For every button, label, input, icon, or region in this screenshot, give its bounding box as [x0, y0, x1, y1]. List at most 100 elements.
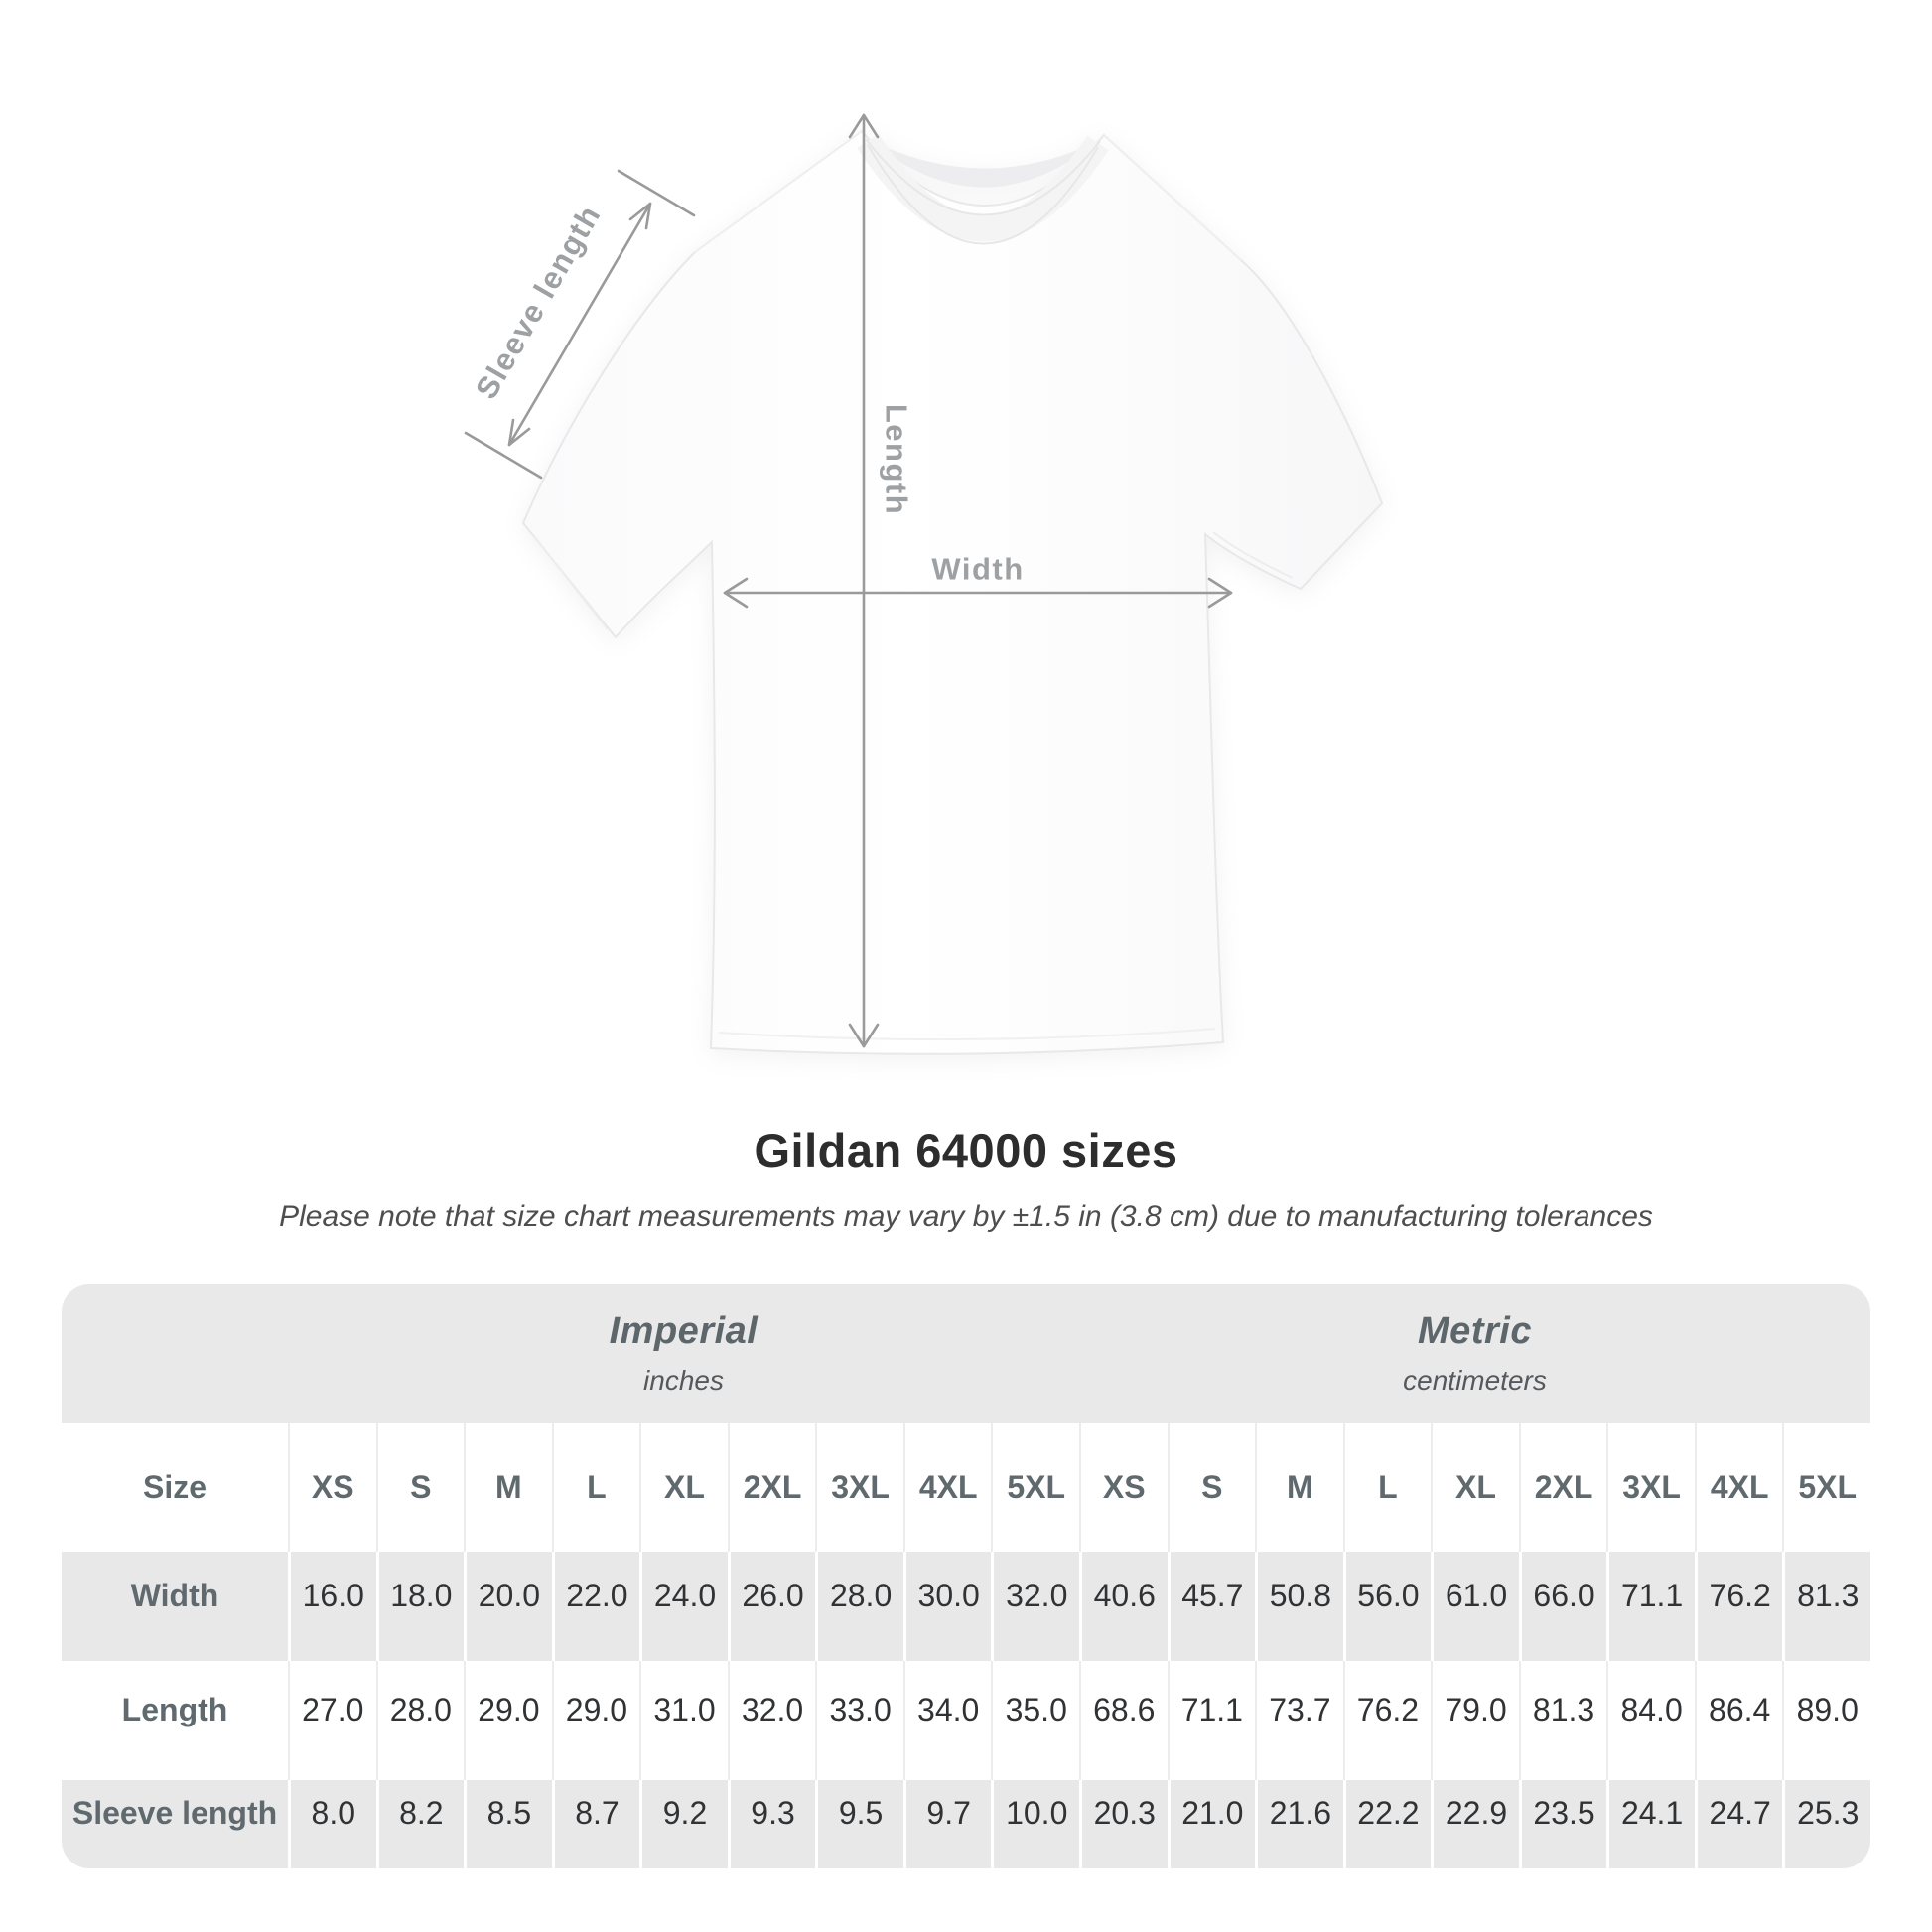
- table-corner-spacer: [62, 1284, 288, 1423]
- value-cell: 32.0: [991, 1552, 1079, 1661]
- value-cell: 9.7: [902, 1780, 992, 1868]
- value-cell: 20.0: [464, 1552, 552, 1661]
- size-header: XS: [1079, 1423, 1168, 1552]
- value-cell: 21.0: [1167, 1780, 1256, 1868]
- value-cell: 8.7: [551, 1780, 640, 1868]
- value-cell: 22.2: [1342, 1780, 1432, 1868]
- tshirt-measurement-diagram: Sleeve length Length Width: [464, 113, 1384, 1055]
- value-cell: 10.0: [991, 1780, 1079, 1868]
- size-header: 4XL: [902, 1423, 992, 1552]
- value-cell: 24.1: [1606, 1780, 1695, 1868]
- value-cell: 24.0: [639, 1552, 728, 1661]
- value-cell: 73.7: [1255, 1661, 1343, 1780]
- tshirt-shoulder-seam-left: [694, 130, 863, 253]
- size-header: L: [1342, 1423, 1432, 1552]
- value-cell: 56.0: [1342, 1552, 1432, 1661]
- value-cell: 24.7: [1694, 1780, 1783, 1868]
- value-cell: 9.5: [815, 1780, 903, 1868]
- value-cell: 25.3: [1782, 1780, 1870, 1868]
- value-cell: 45.7: [1167, 1552, 1256, 1661]
- sleeve-length-arrow: [464, 169, 696, 480]
- value-cell: 71.1: [1606, 1552, 1695, 1661]
- value-cell: 31.0: [639, 1661, 728, 1780]
- value-cell: 61.0: [1431, 1552, 1519, 1661]
- value-cell: 84.0: [1606, 1661, 1695, 1780]
- length-dimension-label: Length: [880, 404, 914, 515]
- size-header: 2XL: [727, 1423, 816, 1552]
- value-cell: 68.6: [1079, 1661, 1168, 1780]
- value-cell: 30.0: [902, 1552, 992, 1661]
- value-cell: 18.0: [375, 1552, 465, 1661]
- tshirt-collar-band: [857, 133, 1109, 242]
- sleeve-length-tick-top: [617, 169, 696, 217]
- value-cell: 76.2: [1694, 1552, 1783, 1661]
- metric-group-unit: centimeters: [1403, 1364, 1547, 1396]
- size-header: 2XL: [1518, 1423, 1607, 1552]
- value-cell: 28.0: [815, 1552, 903, 1661]
- size-header: M: [1255, 1423, 1343, 1552]
- tolerance-note: Please note that size chart measurements…: [279, 1200, 1653, 1233]
- value-cell: 21.6: [1255, 1780, 1343, 1868]
- value-cell: 66.0: [1518, 1552, 1607, 1661]
- size-header: 4XL: [1694, 1423, 1783, 1552]
- metric-group-label: Metric: [1418, 1310, 1532, 1352]
- tshirt-collar-inside: [868, 139, 1098, 188]
- size-header: S: [1167, 1423, 1256, 1552]
- imperial-group-unit: inches: [643, 1364, 724, 1396]
- size-header: M: [464, 1423, 552, 1552]
- tshirt-hem-stitch: [718, 1028, 1216, 1041]
- value-cell: 23.5: [1518, 1780, 1607, 1868]
- value-cell: 35.0: [991, 1661, 1079, 1780]
- value-cell: 22.0: [551, 1552, 640, 1661]
- value-cell: 79.0: [1431, 1661, 1519, 1780]
- table-row-label: Width: [62, 1552, 288, 1661]
- width-dimension-label: Width: [931, 552, 1024, 587]
- tshirt-cuff-stitch-right: [1212, 531, 1294, 579]
- value-cell: 81.3: [1782, 1552, 1870, 1661]
- imperial-group-header: Imperial inches: [288, 1284, 1079, 1423]
- value-cell: 40.6: [1079, 1552, 1168, 1661]
- value-cell: 28.0: [375, 1661, 465, 1780]
- value-cell: 8.0: [288, 1780, 376, 1868]
- value-cell: 27.0: [288, 1661, 376, 1780]
- metric-group-header: Metric centimeters: [1079, 1284, 1870, 1423]
- imperial-group-label: Imperial: [609, 1310, 759, 1352]
- value-cell: 76.2: [1342, 1661, 1432, 1780]
- value-cell: 71.1: [1167, 1661, 1256, 1780]
- size-header: 5XL: [991, 1423, 1079, 1552]
- size-header: XL: [639, 1423, 728, 1552]
- width-arrow: [723, 577, 1233, 609]
- size-header: 3XL: [815, 1423, 903, 1552]
- tshirt-shoulder-seam-right: [1103, 134, 1242, 261]
- size-header: L: [551, 1423, 640, 1552]
- value-cell: 32.0: [727, 1661, 816, 1780]
- size-table: Imperial inches Metric centimeters Size …: [62, 1284, 1870, 1868]
- size-header: S: [375, 1423, 465, 1552]
- value-cell: 9.2: [639, 1780, 728, 1868]
- size-column-header: Size: [62, 1423, 288, 1552]
- table-row-label: Length: [62, 1661, 288, 1780]
- sleeve-length-dimension-label: Sleeve length: [469, 199, 608, 404]
- value-cell: 22.9: [1431, 1780, 1519, 1868]
- size-header: XS: [288, 1423, 376, 1552]
- page-title: Gildan 64000 sizes: [754, 1124, 1178, 1176]
- sleeve-length-tick-bottom: [464, 431, 543, 480]
- length-arrow: [848, 113, 880, 1048]
- value-cell: 29.0: [464, 1661, 552, 1780]
- value-cell: 34.0: [902, 1661, 992, 1780]
- value-cell: 86.4: [1694, 1661, 1783, 1780]
- value-cell: 89.0: [1782, 1661, 1870, 1780]
- value-cell: 16.0: [288, 1552, 376, 1661]
- size-header: 5XL: [1782, 1423, 1870, 1552]
- tshirt-cuff-stitch-left: [533, 535, 609, 630]
- table-row-label: Sleeve length: [62, 1780, 288, 1868]
- value-cell: 33.0: [815, 1661, 903, 1780]
- value-cell: 8.2: [375, 1780, 465, 1868]
- value-cell: 9.3: [727, 1780, 816, 1868]
- tshirt-collar-edge-top: [865, 138, 1101, 216]
- value-cell: 50.8: [1255, 1552, 1343, 1661]
- value-cell: 20.3: [1079, 1780, 1168, 1868]
- value-cell: 81.3: [1518, 1661, 1607, 1780]
- size-header: XL: [1431, 1423, 1519, 1552]
- value-cell: 26.0: [727, 1552, 816, 1661]
